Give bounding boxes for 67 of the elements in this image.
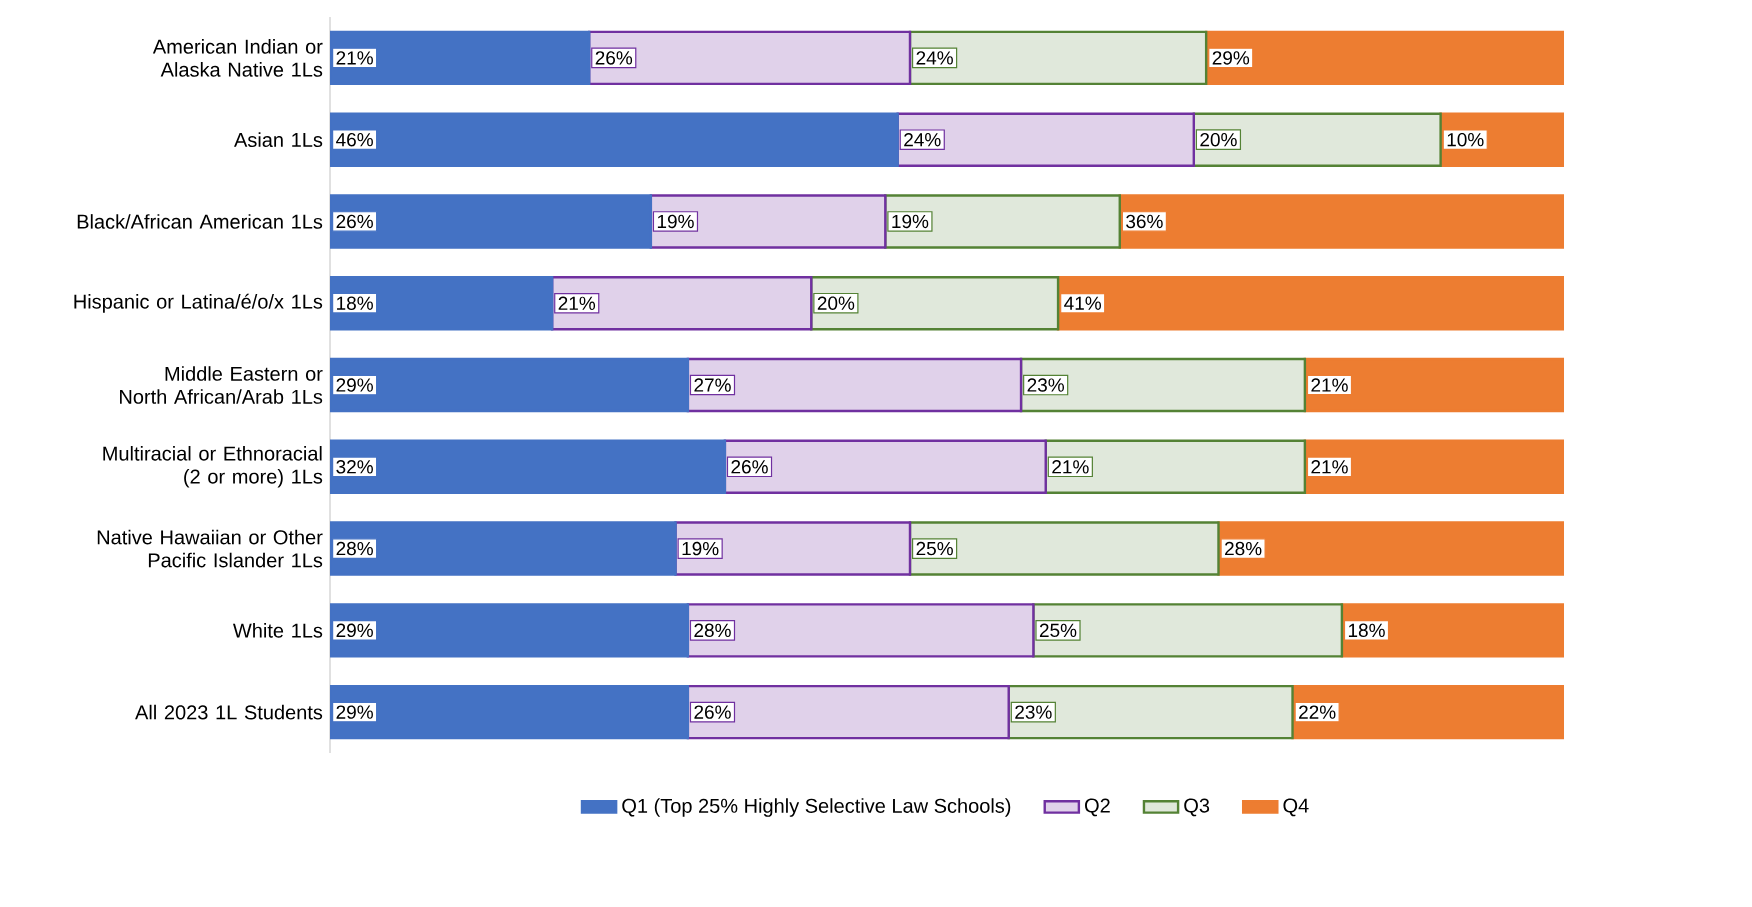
data-label: 23% bbox=[1015, 705, 1052, 719]
bar bbox=[810, 276, 1060, 331]
y-tick-label: White 1Ls bbox=[232, 623, 323, 638]
data-label: 29% bbox=[336, 623, 373, 638]
bar bbox=[1007, 684, 1294, 740]
data-label: 21% bbox=[1311, 460, 1348, 474]
data-label: 29% bbox=[336, 378, 373, 392]
data-label: 22% bbox=[1299, 705, 1336, 719]
bar bbox=[550, 276, 813, 331]
data-label: 21% bbox=[558, 296, 596, 310]
legend-label: Q1 (Top 25% Highly Selective Law Schools) bbox=[622, 798, 1011, 817]
bar bbox=[1019, 357, 1307, 413]
bar bbox=[908, 521, 1220, 576]
data-label: 28% bbox=[336, 541, 373, 556]
data-label: 26% bbox=[595, 51, 633, 65]
data-label: 20% bbox=[1200, 132, 1237, 147]
bar bbox=[908, 30, 1208, 86]
y-tick-label: Middle Eastern or North African/Arab 1Ls bbox=[120, 366, 323, 404]
data-label: 21% bbox=[336, 51, 373, 65]
data-label: 46% bbox=[336, 132, 373, 147]
data-label: 21% bbox=[1311, 378, 1348, 392]
data-label: 18% bbox=[337, 296, 373, 310]
data-label: 10% bbox=[1447, 132, 1484, 147]
bar bbox=[686, 684, 1010, 740]
bar bbox=[1032, 603, 1344, 658]
bar bbox=[686, 603, 1035, 658]
bar bbox=[723, 439, 1047, 494]
data-label: 36% bbox=[1126, 214, 1163, 229]
bar bbox=[587, 30, 912, 86]
legend-label: Q3 bbox=[1184, 798, 1210, 817]
data-label: 23% bbox=[1027, 378, 1064, 392]
bar bbox=[1044, 439, 1307, 494]
data-label: 27% bbox=[694, 378, 731, 392]
y-tick-label: Black/African American 1Ls bbox=[77, 214, 323, 229]
data-label: 19% bbox=[682, 541, 719, 556]
data-label: 41% bbox=[1064, 296, 1102, 310]
data-label: 25% bbox=[1039, 623, 1077, 638]
bar bbox=[884, 194, 1121, 249]
data-label: 32% bbox=[336, 460, 373, 474]
bar bbox=[649, 194, 887, 249]
data-label: 29% bbox=[336, 705, 373, 719]
data-label: 19% bbox=[657, 214, 694, 229]
data-label: 29% bbox=[1212, 51, 1250, 65]
data-label: 19% bbox=[892, 214, 929, 229]
y-tick-label: American Indian or Alaska Native 1Ls bbox=[152, 39, 323, 77]
data-label: 20% bbox=[817, 296, 855, 310]
data-label: 28% bbox=[694, 623, 731, 638]
data-label: 24% bbox=[904, 132, 941, 147]
y-tick-label: Hispanic or Latina/é/o/x 1Ls bbox=[74, 293, 323, 313]
y-tick-label: Multiracial or Ethnoracial (2 or more) 1Ls bbox=[103, 445, 323, 488]
bar bbox=[896, 112, 1196, 167]
data-label: 18% bbox=[1348, 623, 1385, 638]
data-label: 26% bbox=[336, 214, 373, 229]
data-label: 26% bbox=[694, 705, 731, 719]
y-tick-label: Asian 1Ls bbox=[234, 132, 323, 148]
data-label: 28% bbox=[1225, 541, 1262, 556]
y-tick-label: Native Hawaiian or Other Pacific Islander 1Ls bbox=[97, 529, 323, 568]
data-label: 26% bbox=[731, 460, 768, 474]
legend-label: Q4 bbox=[1283, 798, 1309, 817]
y-tick-label: All 2023 1L Students bbox=[135, 704, 323, 720]
data-label: 21% bbox=[1052, 460, 1089, 474]
legend-label: Q2 bbox=[1085, 798, 1110, 817]
bar bbox=[674, 521, 912, 576]
bar bbox=[686, 357, 1023, 413]
bar bbox=[1192, 112, 1442, 167]
data-label: 25% bbox=[916, 541, 953, 556]
data-label: 24% bbox=[916, 51, 953, 65]
